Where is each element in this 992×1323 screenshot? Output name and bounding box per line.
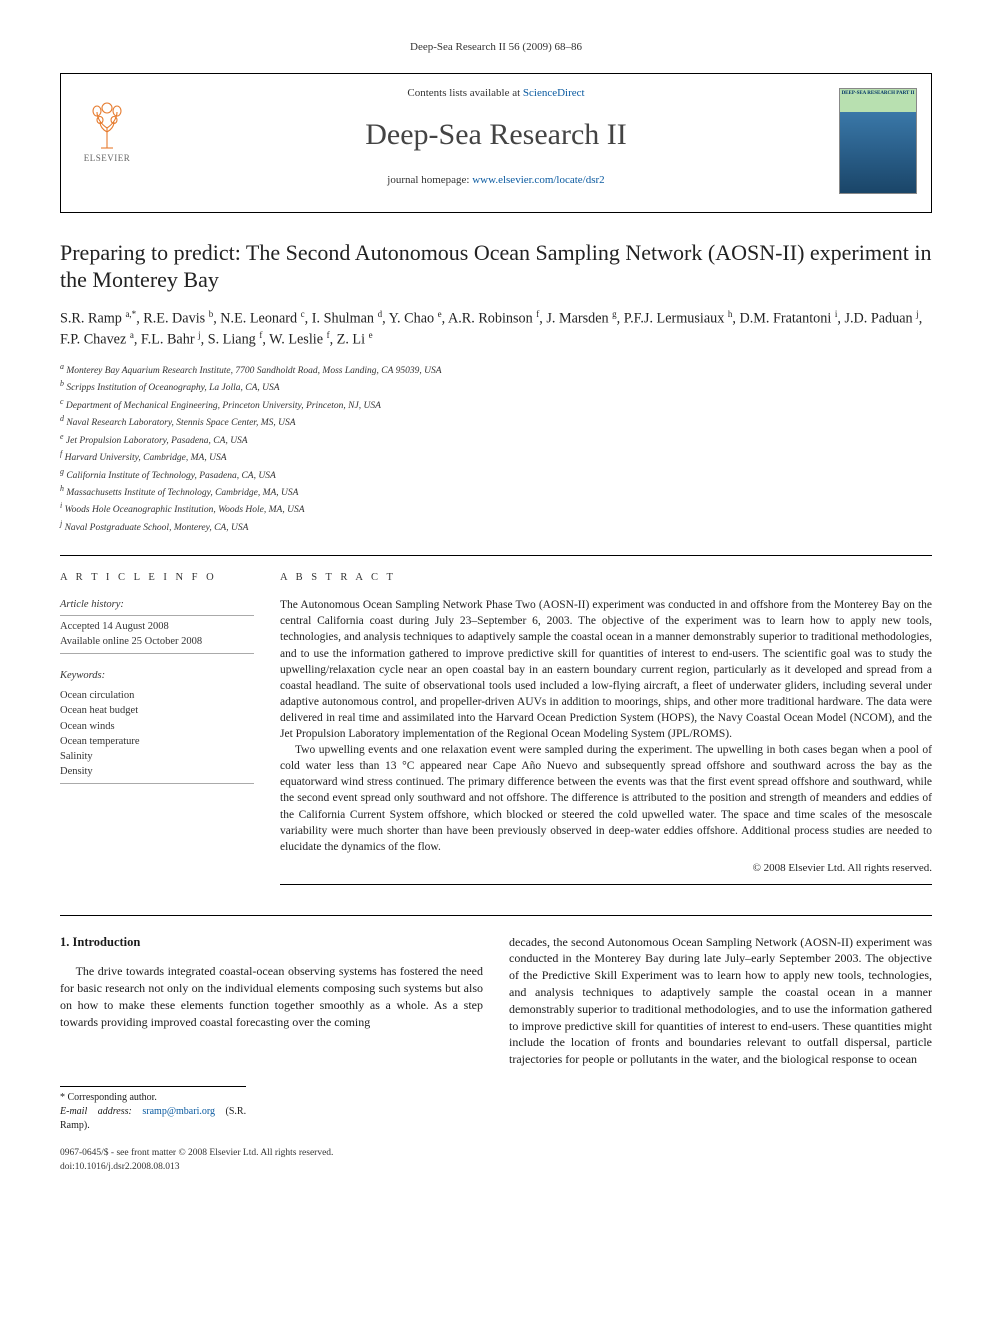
keywords-block: Keywords: Ocean circulationOcean heat bu… xyxy=(60,668,254,785)
divider xyxy=(280,884,932,885)
section-heading-intro: 1. Introduction xyxy=(60,934,483,952)
affiliation-line: g California Institute of Technology, Pa… xyxy=(60,466,932,483)
body-column-left: 1. Introduction The drive towards integr… xyxy=(60,934,483,1174)
abstract-heading: A B S T R A C T xyxy=(280,571,932,585)
history-header: Article history: xyxy=(60,597,254,615)
affiliation-line: e Jet Propulsion Laboratory, Pasadena, C… xyxy=(60,431,932,448)
abstract-copyright: © 2008 Elsevier Ltd. All rights reserved… xyxy=(280,861,932,876)
body-columns: 1. Introduction The drive towards integr… xyxy=(60,934,932,1174)
article-title: Preparing to predict: The Second Autonom… xyxy=(60,239,932,294)
contents-line: Contents lists available at ScienceDirec… xyxy=(171,86,821,101)
affiliation-line: d Naval Research Laboratory, Stennis Spa… xyxy=(60,413,932,430)
affiliation-list: a Monterey Bay Aquarium Research Institu… xyxy=(60,361,932,535)
keyword: Ocean winds xyxy=(60,719,254,734)
homepage-prefix: journal homepage: xyxy=(387,174,472,186)
author-list: S.R. Ramp a,*, R.E. Davis b, N.E. Leonar… xyxy=(60,308,932,351)
keyword: Salinity xyxy=(60,749,254,764)
journal-header: ELSEVIER DEEP-SEA RESEARCH PART II Conte… xyxy=(60,73,932,213)
keyword: Ocean circulation xyxy=(60,688,254,703)
sciencedirect-link[interactable]: ScienceDirect xyxy=(523,87,585,99)
keyword: Ocean heat budget xyxy=(60,703,254,718)
keywords-header: Keywords: xyxy=(60,668,254,685)
section-rule xyxy=(60,915,932,916)
abstract-paragraph: Two upwelling events and one relaxation … xyxy=(280,742,932,855)
affiliation-line: h Massachusetts Institute of Technology,… xyxy=(60,483,932,500)
affiliation-line: a Monterey Bay Aquarium Research Institu… xyxy=(60,361,932,378)
corresponding-email-link[interactable]: sramp@mbari.org xyxy=(142,1106,215,1117)
history-line: Available online 25 October 2008 xyxy=(60,636,202,647)
journal-name: Deep-Sea Research II xyxy=(171,115,821,156)
footnote-line: * Corresponding author. xyxy=(60,1091,246,1105)
keyword: Ocean temperature xyxy=(60,734,254,749)
abstract-text: The Autonomous Ocean Sampling Network Ph… xyxy=(280,597,932,855)
footnote-email-line: E-mail address: sramp@mbari.org (S.R. Ra… xyxy=(60,1105,246,1133)
email-label: E-mail address: xyxy=(60,1106,142,1117)
corresponding-footnote: * Corresponding author. E-mail address: … xyxy=(60,1086,246,1133)
front-matter-meta: 0967-0645/$ - see front matter © 2008 El… xyxy=(60,1147,483,1174)
journal-citation: Deep-Sea Research II 56 (2009) 68–86 xyxy=(60,40,932,55)
body-paragraph: decades, the second Autonomous Ocean Sam… xyxy=(509,934,932,1068)
body-paragraph: The drive towards integrated coastal-oce… xyxy=(60,963,483,1030)
affiliation-line: i Woods Hole Oceanographic Institution, … xyxy=(60,500,932,517)
article-history: Article history: Accepted 14 August 2008… xyxy=(60,597,254,654)
body-column-right: decades, the second Autonomous Ocean Sam… xyxy=(509,934,932,1174)
affiliation-line: f Harvard University, Cambridge, MA, USA xyxy=(60,448,932,465)
homepage-line: journal homepage: www.elsevier.com/locat… xyxy=(171,173,821,188)
doi-line: doi:10.1016/j.dsr2.2008.08.013 xyxy=(60,1161,483,1174)
affiliation-line: j Naval Postgraduate School, Monterey, C… xyxy=(60,518,932,535)
homepage-link[interactable]: www.elsevier.com/locate/dsr2 xyxy=(472,174,604,186)
elsevier-tree-icon xyxy=(83,102,131,150)
article-info-heading: A R T I C L E I N F O xyxy=(60,571,254,585)
cover-label: DEEP-SEA RESEARCH PART II xyxy=(840,89,916,100)
journal-cover-thumbnail: DEEP-SEA RESEARCH PART II xyxy=(839,88,917,194)
abstract-column: A B S T R A C T The Autonomous Ocean Sam… xyxy=(280,555,932,889)
keyword: Density xyxy=(60,764,254,779)
contents-prefix: Contents lists available at xyxy=(407,87,522,99)
divider xyxy=(60,653,254,654)
elsevier-name: ELSEVIER xyxy=(75,152,139,164)
elsevier-logo: ELSEVIER xyxy=(75,102,139,164)
history-line: Accepted 14 August 2008 xyxy=(60,621,169,632)
abstract-paragraph: The Autonomous Ocean Sampling Network Ph… xyxy=(280,597,932,742)
divider xyxy=(60,783,254,784)
affiliation-line: b Scripps Institution of Oceanography, L… xyxy=(60,378,932,395)
affiliation-line: c Department of Mechanical Engineering, … xyxy=(60,396,932,413)
issn-line: 0967-0645/$ - see front matter © 2008 El… xyxy=(60,1147,483,1160)
article-info-column: A R T I C L E I N F O Article history: A… xyxy=(60,555,254,798)
